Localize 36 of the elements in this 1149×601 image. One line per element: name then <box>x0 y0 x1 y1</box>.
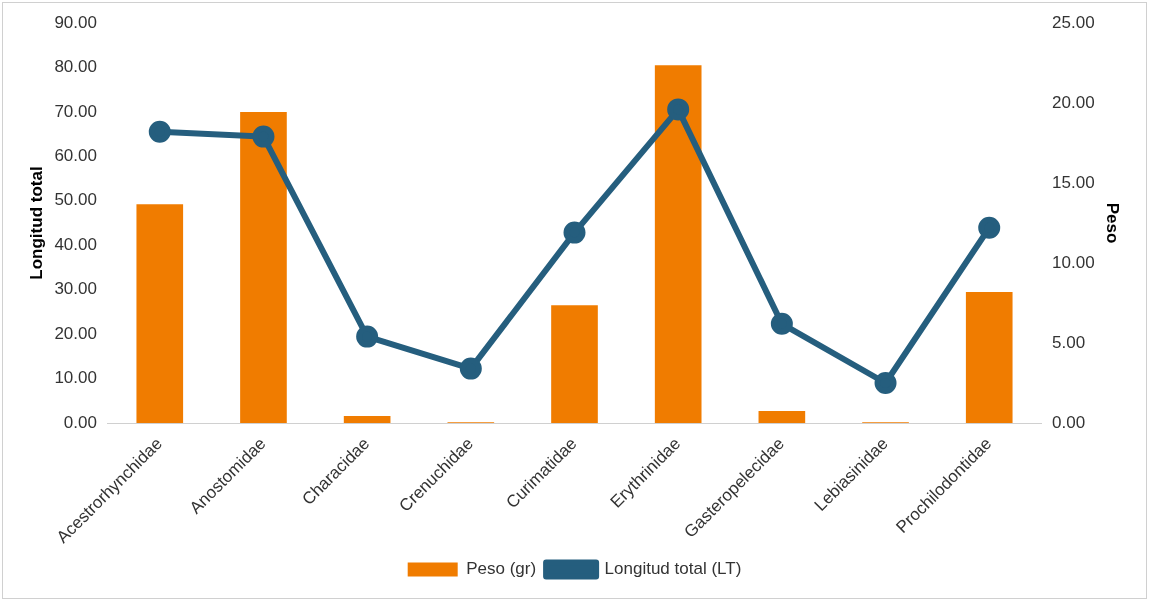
point <box>563 221 586 244</box>
y2-tick-label: 10.00 <box>1052 252 1095 272</box>
point <box>770 312 793 335</box>
bar <box>551 305 598 424</box>
y2-tick-label: 15.00 <box>1052 172 1095 192</box>
bar <box>240 111 287 424</box>
y-tick-label: 70.00 <box>54 101 97 121</box>
y-axis-title: Longitud total <box>26 166 46 280</box>
y-tick-label: 40.00 <box>54 234 97 254</box>
y-tick-label: 60.00 <box>54 146 97 166</box>
y-tick-label: 0.00 <box>63 412 97 432</box>
bar <box>654 65 702 424</box>
y2-tick-label: 0.00 <box>1052 412 1086 432</box>
y2-axis-title: Peso <box>1103 202 1123 244</box>
y-tick-label: 80.00 <box>54 57 97 77</box>
y-tick-label: 50.00 <box>54 190 97 210</box>
point <box>978 216 1001 239</box>
point <box>356 325 379 348</box>
point <box>667 98 690 121</box>
bar <box>758 411 806 424</box>
y-tick-label: 20.00 <box>54 323 97 343</box>
y-tick-label: 10.00 <box>54 368 97 388</box>
point <box>874 372 897 395</box>
bar <box>343 415 391 424</box>
bar <box>965 291 1013 424</box>
bar <box>136 204 184 424</box>
y-tick-label: 90.00 <box>54 12 97 32</box>
point <box>459 357 482 380</box>
point <box>148 120 171 143</box>
y-tick-label: 30.00 <box>54 279 97 299</box>
legend-label: Longitud total (LT) <box>604 559 742 579</box>
y2-tick-label: 20.00 <box>1052 92 1095 112</box>
y2-tick-label: 5.00 <box>1052 332 1086 352</box>
y2-tick-label: 25.00 <box>1052 12 1095 32</box>
point <box>252 125 275 148</box>
legend-label: Peso (gr) <box>466 559 537 579</box>
